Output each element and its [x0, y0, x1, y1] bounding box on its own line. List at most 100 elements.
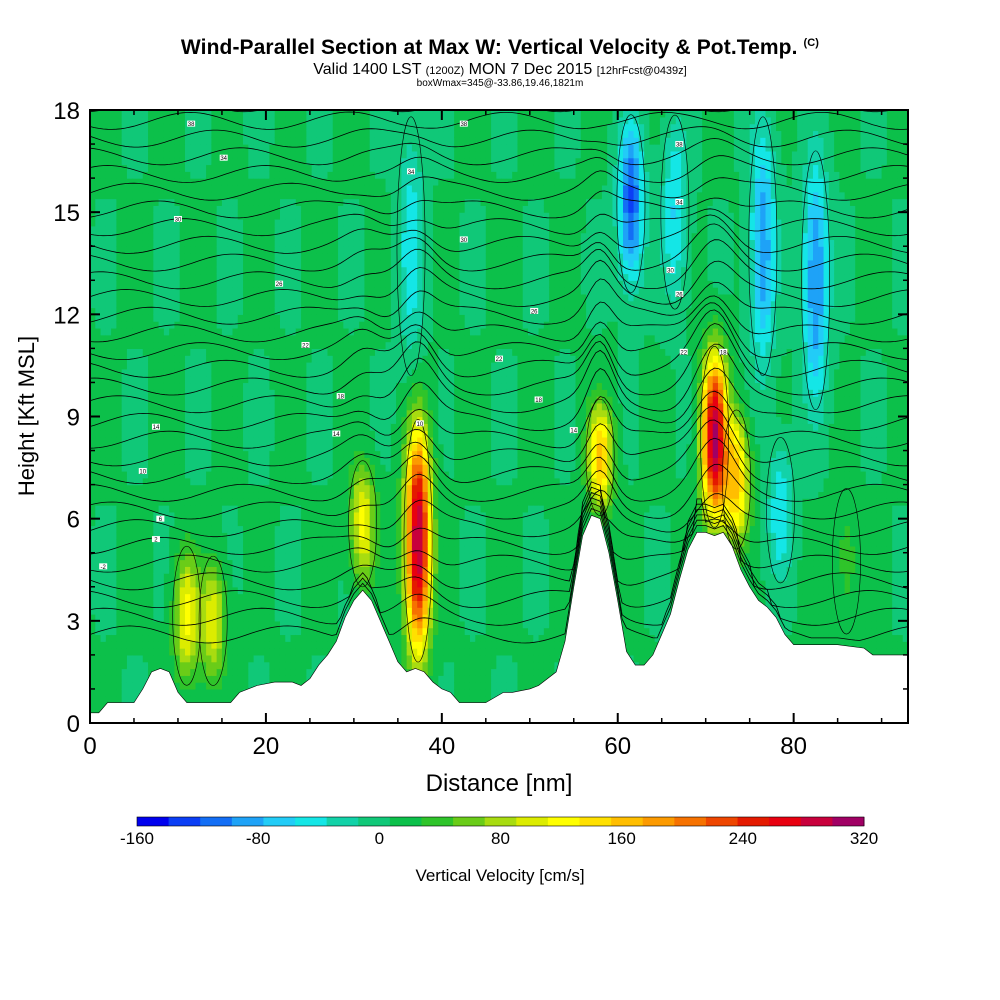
colorbar-swatch: [832, 817, 865, 826]
colorbar-swatch: [484, 817, 517, 826]
x-tick-label: 80: [780, 733, 807, 760]
colorbar-swatch: [611, 817, 644, 826]
isentrope-line: [90, 155, 908, 183]
theta-label: 10: [138, 467, 147, 475]
chart-title-text: Wind-Parallel Section at Max W: Vertical…: [180, 36, 798, 59]
colorbar-swatch: [200, 817, 233, 826]
isentrope-line: [90, 502, 908, 626]
theta-label: 22: [301, 341, 310, 349]
isentrope-line: [90, 190, 908, 219]
theta-label: 30: [666, 267, 675, 275]
x-tick-label: 40: [428, 733, 455, 760]
isentrope-line: [90, 367, 908, 431]
theta-label: 10: [415, 420, 424, 428]
x-tick-label: 60: [604, 733, 631, 760]
isentrope-line: [90, 138, 908, 166]
theta-label: 18: [534, 396, 543, 404]
isentrope-line: [90, 295, 908, 343]
subtitle-forecast: [12hrFcst@0439z]: [596, 65, 687, 77]
isentrope-line: [90, 489, 908, 538]
isentrope-line: [90, 223, 908, 272]
isentrope-line: [90, 463, 908, 520]
isentrope-line: [90, 239, 908, 290]
isentrope-line: [90, 497, 908, 608]
theta-label: 34: [675, 198, 684, 206]
isentrope-line: [90, 170, 908, 201]
velocity-contour: [722, 409, 751, 550]
isentrope-line: [90, 343, 908, 414]
theta-label: 22: [679, 348, 688, 356]
colorbar: -160 -80 0 80 160 240 320: [120, 816, 878, 848]
theta-label: 18: [719, 348, 728, 356]
theta-label: 30: [459, 236, 468, 244]
theta-label: 6: [156, 515, 165, 523]
isentrope-line: [90, 419, 908, 485]
isentrope-line: [90, 491, 908, 591]
colorbar-swatch: [674, 817, 707, 826]
velocity-contour: [348, 460, 378, 588]
chart-title: Wind-Parallel Section at Max W: Vertical…: [0, 36, 1000, 60]
theta-label: 38: [675, 141, 684, 149]
subtitle-valid: Valid 1400 LST: [313, 61, 422, 78]
theta-label: 2: [151, 536, 160, 544]
colorbar-swatch: [168, 817, 201, 826]
colorbar-swatch: [737, 817, 770, 826]
colorbar-swatch: [326, 817, 359, 826]
vertical-velocity-contours: [172, 114, 861, 686]
theta-label: 38: [459, 120, 468, 128]
velocity-contour: [801, 150, 831, 410]
isentrope-line: [90, 214, 908, 254]
theta-label: 22: [495, 355, 503, 363]
colorbar-swatch: [421, 817, 454, 826]
y-tick-label: 12: [53, 302, 80, 329]
colorbar-swatch: [389, 817, 422, 826]
theta-label: 34: [219, 154, 228, 162]
velocity-contour: [766, 437, 795, 584]
theta-label: 38: [187, 120, 196, 128]
colorbar-swatch: [137, 817, 170, 826]
y-tick-label: 18: [53, 98, 80, 125]
isentrope-line: [90, 208, 908, 237]
theta-label: 30: [173, 215, 182, 223]
velocity-contour: [172, 545, 202, 686]
theta-label: 18: [336, 393, 345, 401]
colorbar-tick-label: -80: [246, 829, 271, 848]
colorbar-swatch: [358, 817, 391, 826]
velocity-contour: [403, 419, 433, 663]
velocity-contour: [832, 488, 861, 635]
potential-temperature-contours: [90, 110, 908, 644]
colorbar-tick-label: 0: [375, 829, 384, 848]
isentrope-line: [90, 278, 908, 325]
y-tick-label: 0: [67, 711, 80, 738]
colorbar-swatch: [800, 817, 833, 826]
y-tick-label: 9: [67, 405, 80, 432]
theta-label: 26: [275, 280, 284, 288]
chart-caption: boxWmax=345@-33.86,19.46,1821m: [416, 78, 584, 89]
colorbar-swatch: [295, 817, 328, 826]
chart-subtitle: Valid 1400 LST (1200Z) MON 7 Dec 2015 [1…: [0, 61, 1000, 79]
isentrope-line: [90, 111, 908, 130]
isentrope-line: [90, 481, 908, 555]
isentrope-line: [90, 390, 908, 449]
isentrope-line: [90, 406, 908, 467]
x-tick-label: 0: [83, 733, 96, 760]
colorbar-swatch: [453, 817, 486, 826]
chart-title-suffix: (C): [803, 37, 820, 49]
isentrope-line: [90, 323, 908, 396]
theta-label: 14: [151, 423, 160, 431]
isentrope-line: [90, 309, 908, 378]
isentrope-line: [90, 437, 908, 502]
axes: 0 20 40 60 80 0 3 6 9 12 15 18: [53, 98, 908, 760]
colorbar-swatch: [705, 817, 739, 826]
colorbar-tick-label: 160: [607, 829, 635, 848]
x-axis-label: Distance [nm]: [426, 770, 573, 797]
y-axis-label: Height [Kft MSL]: [14, 336, 39, 496]
y-tick-label: 3: [67, 609, 80, 636]
y-tick-label: 6: [67, 507, 80, 534]
velocity-contour: [616, 114, 646, 293]
colorbar-swatch: [769, 817, 802, 826]
velocity-contour: [660, 114, 690, 310]
colorbar-tick-label: -160: [120, 829, 154, 848]
theta-label: 14: [569, 427, 578, 435]
